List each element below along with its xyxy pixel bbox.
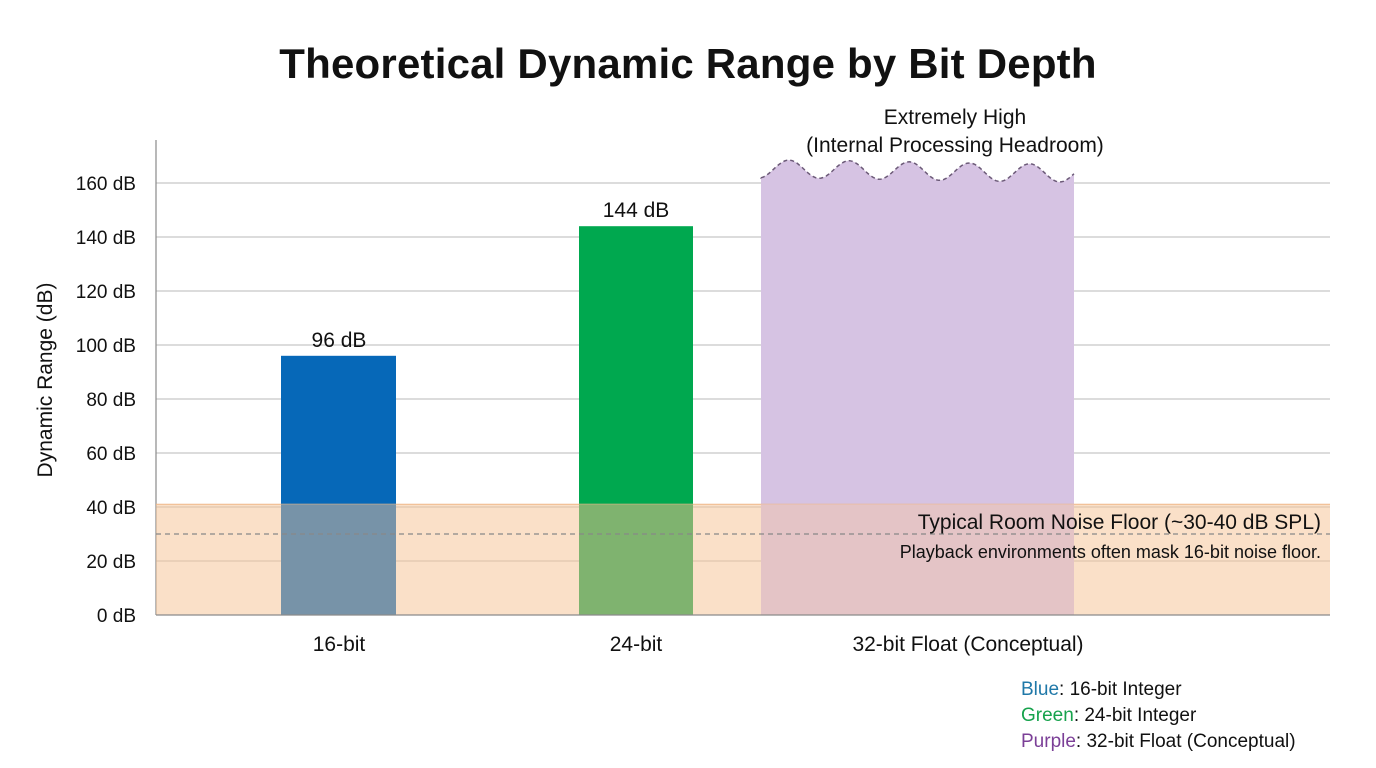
legend-item-blue: Blue: 16-bit Integer xyxy=(1021,677,1296,703)
bar-noise-overlay xyxy=(579,504,693,615)
legend-text-green: : 24-bit Integer xyxy=(1073,705,1197,726)
bar-32-bit-float-conceptual xyxy=(761,160,1074,615)
y-tick-label: 120 dB xyxy=(76,282,136,303)
bar-data-label: 144 dB xyxy=(603,199,670,222)
y-tick-label: 160 dB xyxy=(76,174,136,195)
y-tick-label: 0 dB xyxy=(97,606,136,627)
legend-color-word-purple: Purple xyxy=(1021,731,1076,752)
extreme-annotation-line-1: Extremely High xyxy=(884,106,1026,129)
bar-noise-overlay xyxy=(281,504,396,615)
legend-item-green: Green: 24-bit Integer xyxy=(1021,703,1296,729)
noise-floor-note: Playback environments often mask 16-bit … xyxy=(900,542,1321,562)
x-tick-label: 32-bit Float (Conceptual) xyxy=(852,633,1083,656)
y-axis-label: Dynamic Range (dB) xyxy=(34,283,57,478)
y-tick-label: 60 dB xyxy=(86,444,136,465)
bar-wavy-top-outline xyxy=(760,159,1075,183)
x-tick-label: 16-bit xyxy=(313,633,366,656)
extreme-annotation-line-2: (Internal Processing Headroom) xyxy=(806,134,1104,157)
y-tick-label: 20 dB xyxy=(86,552,136,573)
y-tick-label: 140 dB xyxy=(76,228,136,249)
legend-item-purple: Purple: 32-bit Float (Conceptual) xyxy=(1021,729,1296,755)
bar-data-label: 96 dB xyxy=(312,329,367,352)
bar-noise-overlay xyxy=(761,504,1074,615)
y-tick-label: 40 dB xyxy=(86,498,136,519)
x-tick-label: 24-bit xyxy=(610,633,663,656)
y-tick-label: 80 dB xyxy=(86,390,136,411)
legend: Blue: 16-bit Integer Green: 24-bit Integ… xyxy=(1021,677,1296,755)
legend-color-word-green: Green xyxy=(1021,705,1074,726)
legend-text-purple: : 32-bit Float (Conceptual) xyxy=(1075,731,1296,752)
legend-color-word-blue: Blue xyxy=(1021,679,1060,700)
legend-text-blue: : 16-bit Integer xyxy=(1059,679,1182,700)
noise-floor-label: Typical Room Noise Floor (~30-40 dB SPL) xyxy=(918,511,1321,534)
chart-title: Theoretical Dynamic Range by Bit Depth xyxy=(279,40,1097,87)
y-tick-label: 100 dB xyxy=(76,336,136,357)
